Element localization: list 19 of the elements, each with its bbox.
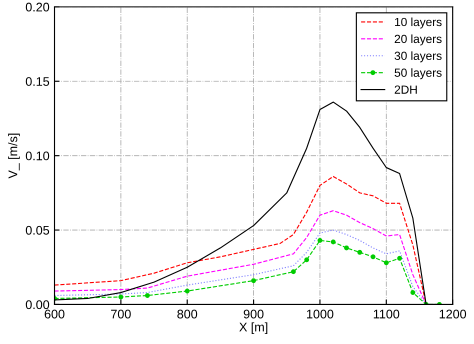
x-axis-title: X [m] bbox=[239, 322, 268, 334]
x-tick-label: 800 bbox=[177, 310, 198, 318]
x-tick-label: 900 bbox=[244, 310, 264, 318]
legend-label: 10 layers bbox=[395, 18, 442, 29]
x-tick-label: 600 bbox=[44, 310, 64, 318]
x-tick-label: 1000 bbox=[307, 310, 334, 318]
y-tick-label: 0.15 bbox=[26, 77, 50, 86]
y-tick-label: 0.05 bbox=[26, 226, 50, 235]
legend-label: 50 layers bbox=[394, 68, 442, 80]
x-tick-label: 700 bbox=[111, 310, 131, 318]
x-tick-label: 1200 bbox=[440, 310, 466, 318]
legend-label: 30 layers bbox=[394, 51, 442, 62]
y-axis-title: V_ [m/s] bbox=[8, 134, 20, 179]
y-tick-label: 0.00 bbox=[26, 300, 50, 310]
y-tick-label: 0.20 bbox=[26, 2, 50, 12]
legend-label: 2DH bbox=[394, 85, 417, 94]
y-tick-label: 0.10 bbox=[26, 151, 50, 160]
legend-label: 20 layers bbox=[394, 34, 442, 46]
x-tick-label: 1100 bbox=[374, 310, 400, 318]
